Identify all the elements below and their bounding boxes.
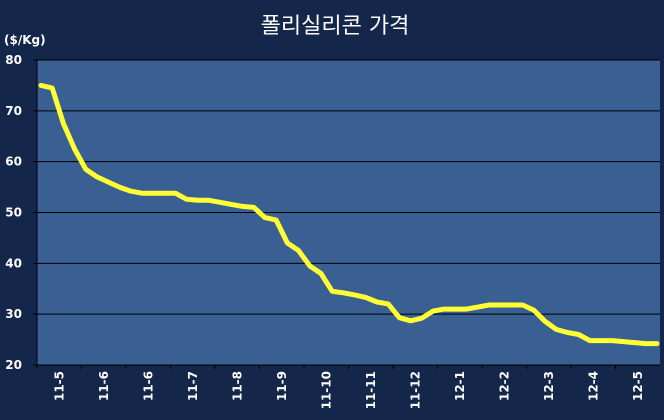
x-tick-label: 12-2 — [497, 371, 511, 401]
series-layer — [38, 82, 660, 347]
x-tick-label: 11-6 — [141, 371, 155, 401]
x-tick-label: 11-5 — [52, 371, 66, 401]
x-tick-label: 11-9 — [275, 371, 289, 401]
x-tick-label: 12-3 — [542, 371, 556, 401]
x-tick-label: 11-8 — [230, 371, 244, 401]
y-tick-label: 50 — [5, 206, 22, 220]
chart-title: 폴리실리콘 가격 — [261, 14, 410, 39]
y-tick-label: 30 — [5, 307, 22, 321]
x-tick-label: 11-7 — [186, 371, 200, 401]
x-tick-label: 12-4 — [586, 371, 600, 401]
axes — [33, 59, 660, 369]
y-tick-label: 40 — [5, 256, 22, 270]
x-tick-label: 11-12 — [408, 371, 422, 409]
x-tick-label: 12-5 — [631, 371, 645, 401]
x-axis-ticks: 11-5 11-6 11-6 11-7 11-8 11-9 11-10 11-11 11-12 1… — [52, 371, 645, 409]
y-axis-ticks: 20 30 40 50 60 70 80 — [5, 53, 22, 372]
x-tick-label: 11-6 — [97, 371, 111, 401]
y-tick-label: 80 — [5, 53, 22, 67]
x-tick-label: 11-11 — [364, 371, 378, 409]
y-tick-label: 60 — [5, 155, 22, 169]
y-axis-label: ($/Kg) — [4, 33, 46, 47]
x-tick-label: 11-10 — [319, 371, 333, 409]
y-tick-label: 70 — [5, 104, 22, 118]
series-line — [38, 82, 660, 347]
y-tick-label: 20 — [5, 358, 22, 372]
x-tick-label: 12-1 — [453, 371, 467, 401]
